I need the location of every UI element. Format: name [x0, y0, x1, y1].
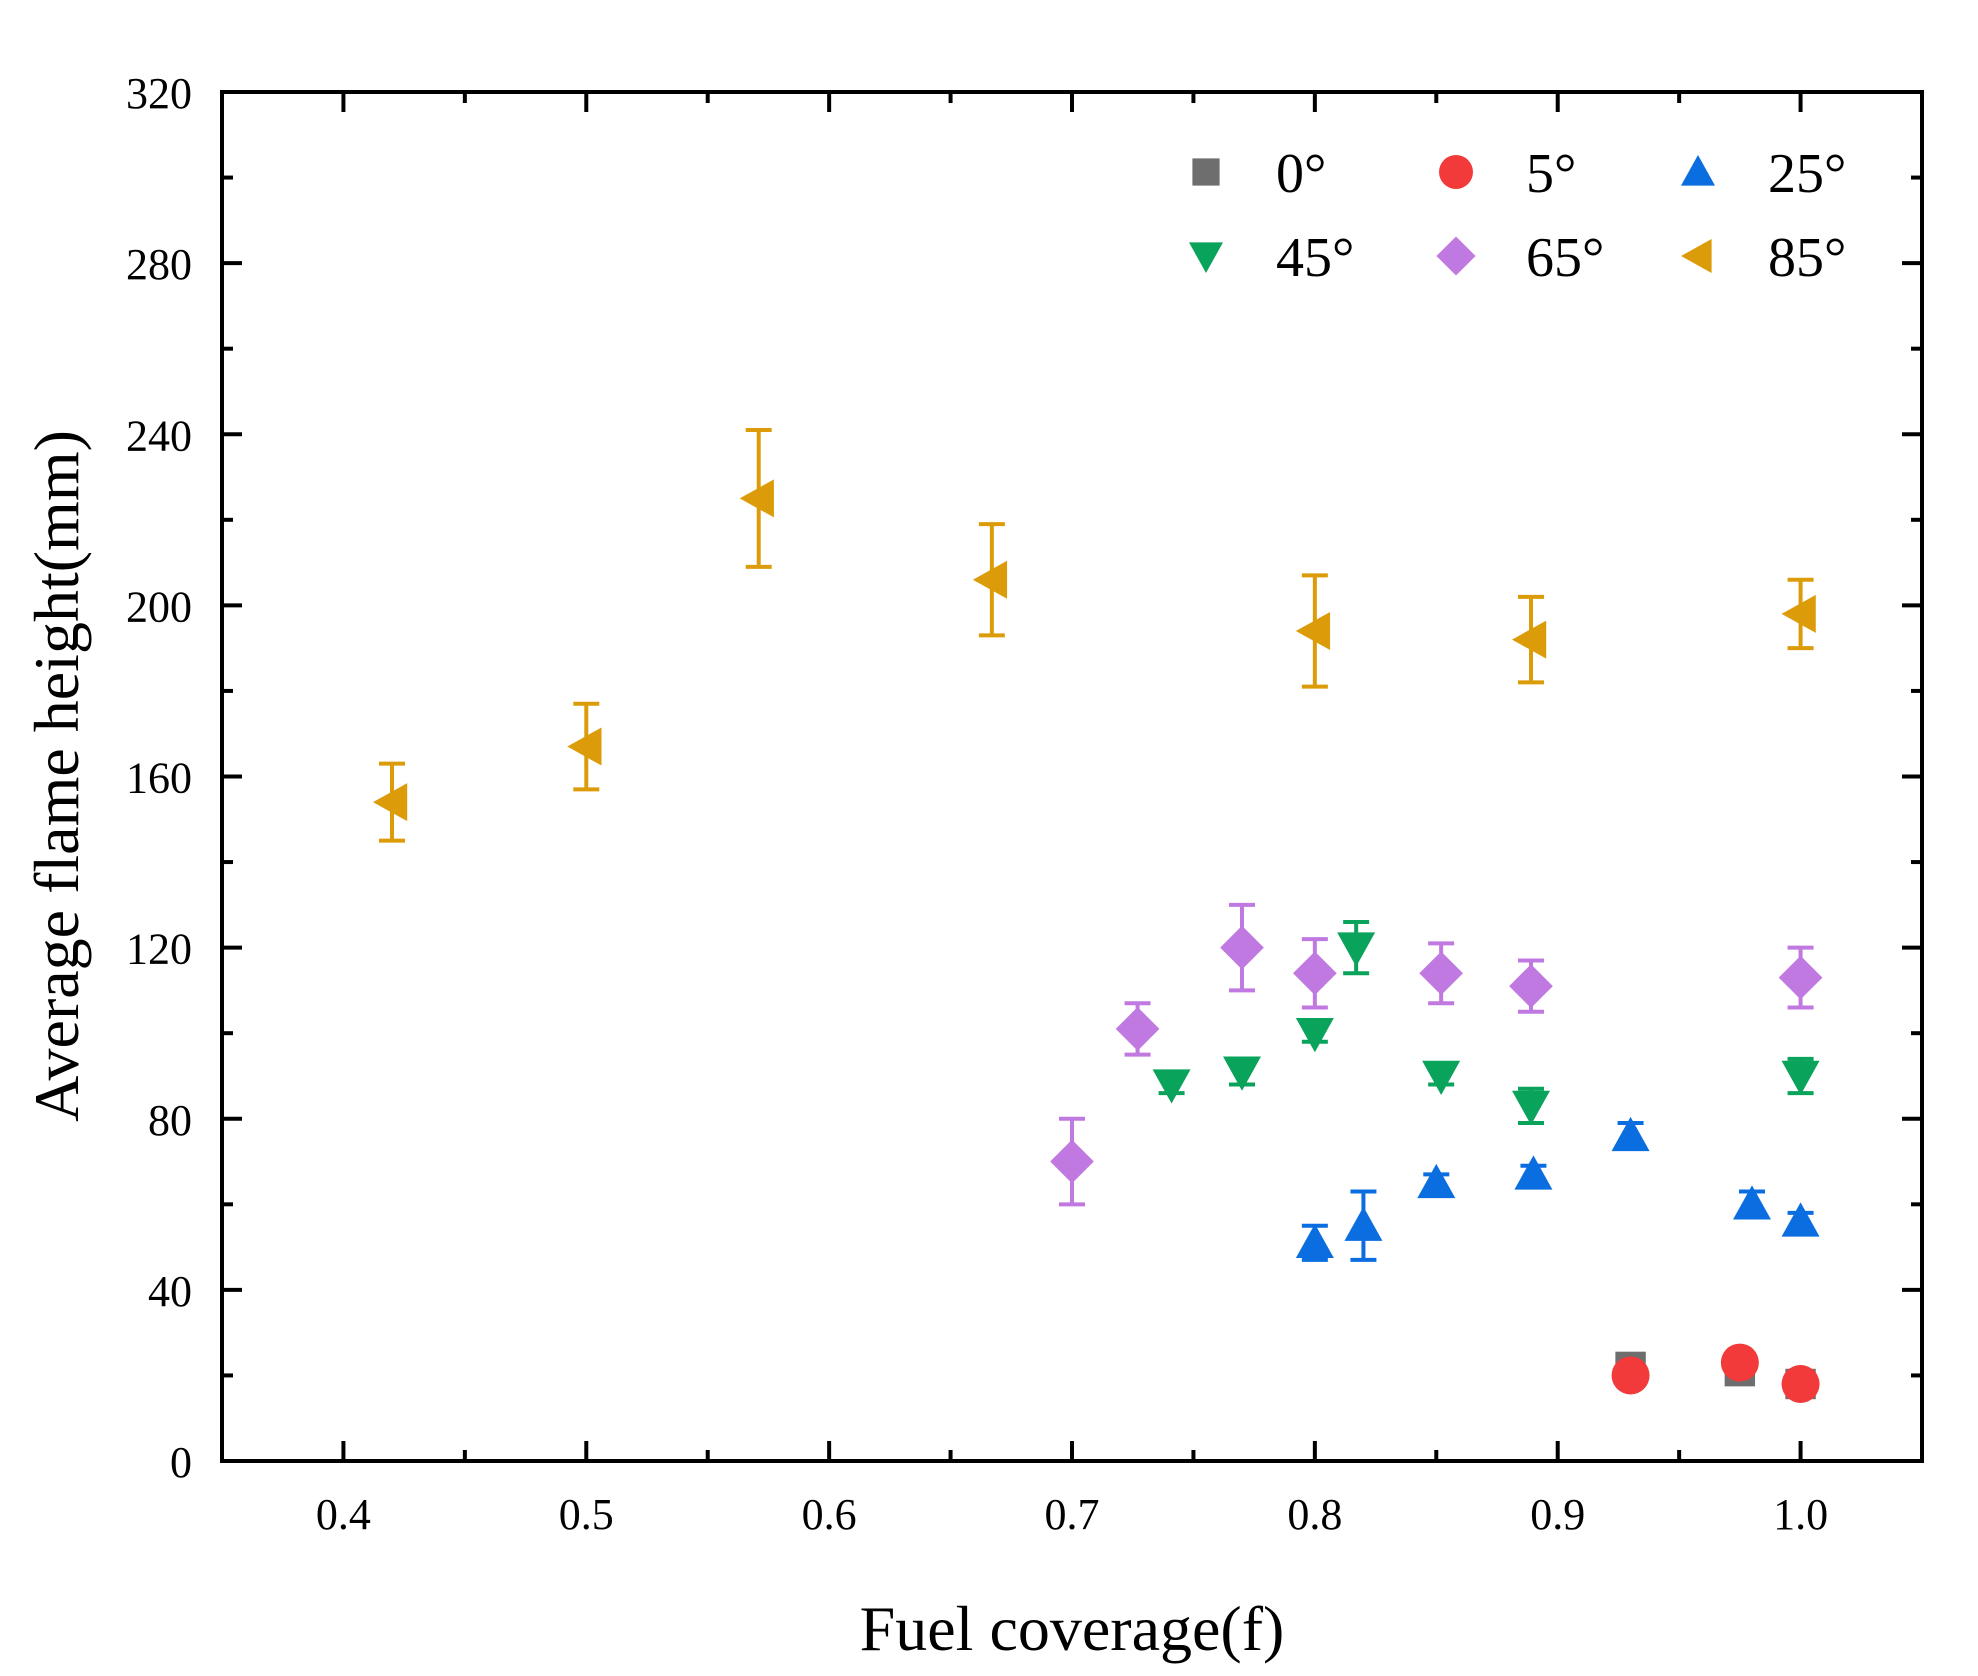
x-tick-label: 0.8 [1287, 1490, 1342, 1539]
data-point [1781, 594, 1816, 633]
y-tick-label: 280 [126, 240, 192, 289]
legend-item: 65° [1436, 227, 1604, 289]
data-point [1509, 964, 1553, 1008]
data-point [1778, 955, 1823, 1000]
data-point [1223, 1056, 1261, 1091]
legend-marker [1681, 155, 1715, 186]
data-point [1295, 1017, 1334, 1053]
series-diamond [1050, 902, 1823, 1207]
x-tick-label: 0.5 [559, 1490, 614, 1539]
x-tick-label: 0.4 [316, 1490, 371, 1539]
data-point [1337, 932, 1376, 967]
x-tick-label: 0.9 [1530, 1490, 1585, 1539]
data-point [1512, 1090, 1550, 1125]
series-triangle-left [373, 427, 1816, 843]
y-tick-label: 240 [126, 411, 192, 460]
legend-label: 45° [1276, 227, 1354, 289]
y-tick-label: 320 [126, 69, 192, 118]
series-triangle-up [1295, 1116, 1820, 1262]
series-circle [1611, 1343, 1820, 1403]
y-tick-label: 0 [170, 1438, 192, 1487]
y-tick-label: 80 [148, 1096, 192, 1145]
data-point [1781, 1202, 1820, 1237]
legend-marker [1192, 158, 1220, 186]
data-point [1417, 1163, 1456, 1199]
legend-marker [1439, 155, 1473, 189]
y-tick-label: 200 [126, 582, 192, 631]
series-triangle-down [1152, 919, 1820, 1126]
axis-ticks: 0.4 0.5 0.6 0.7 0.8 0.9 1.0 0 40 80 120 160 200 240 28… [126, 69, 1922, 1539]
data-point [1293, 951, 1337, 996]
data-point [1422, 1060, 1461, 1095]
legend-label: 5° [1526, 143, 1576, 205]
legend-item: 5° [1439, 143, 1576, 205]
data-point [1611, 1356, 1650, 1395]
legend: 0° 5° 25° 45° 65° 85° [1189, 143, 1846, 289]
data-point [1611, 1116, 1650, 1152]
data-point [1512, 620, 1547, 659]
legend-item: 45° [1189, 227, 1354, 289]
data-point [1419, 951, 1463, 996]
legend-label: 25° [1768, 143, 1846, 205]
data-point [1733, 1185, 1771, 1220]
x-tick-label: 0.7 [1045, 1490, 1100, 1539]
data-point [1514, 1155, 1553, 1190]
legend-marker [1681, 239, 1712, 273]
data-point [1781, 1060, 1820, 1095]
data-point [1720, 1343, 1759, 1382]
x-tick-label: 1.0 [1773, 1490, 1828, 1539]
legend-marker [1189, 242, 1223, 273]
data-point [373, 783, 408, 822]
data-point [1115, 1007, 1160, 1051]
y-tick-label: 120 [126, 925, 192, 974]
legend-label: 85° [1768, 227, 1846, 289]
legend-item: 85° [1681, 227, 1846, 289]
legend-label: 65° [1526, 227, 1604, 289]
legend-item: 0° [1192, 143, 1326, 205]
y-tick-label: 160 [126, 754, 192, 803]
data-point [1050, 1139, 1094, 1184]
data-point [1152, 1069, 1191, 1104]
data-point [1344, 1206, 1383, 1241]
legend-item: 25° [1681, 143, 1846, 205]
legend-marker [1436, 236, 1476, 276]
data-point [1295, 612, 1331, 651]
data-point [739, 479, 774, 518]
data-point [1295, 1223, 1334, 1259]
legend-label: 0° [1276, 143, 1326, 205]
y-axis-title: Average flame height(mm) [21, 430, 92, 1122]
x-tick-label: 0.6 [802, 1490, 857, 1539]
data-point [1220, 925, 1264, 970]
data-marks [373, 427, 1823, 1403]
x-axis-title: Fuel coverage(f) [860, 1593, 1285, 1664]
data-point [972, 560, 1008, 599]
data-point [1781, 1364, 1820, 1403]
data-point [567, 727, 602, 766]
y-tick-label: 40 [148, 1267, 192, 1316]
